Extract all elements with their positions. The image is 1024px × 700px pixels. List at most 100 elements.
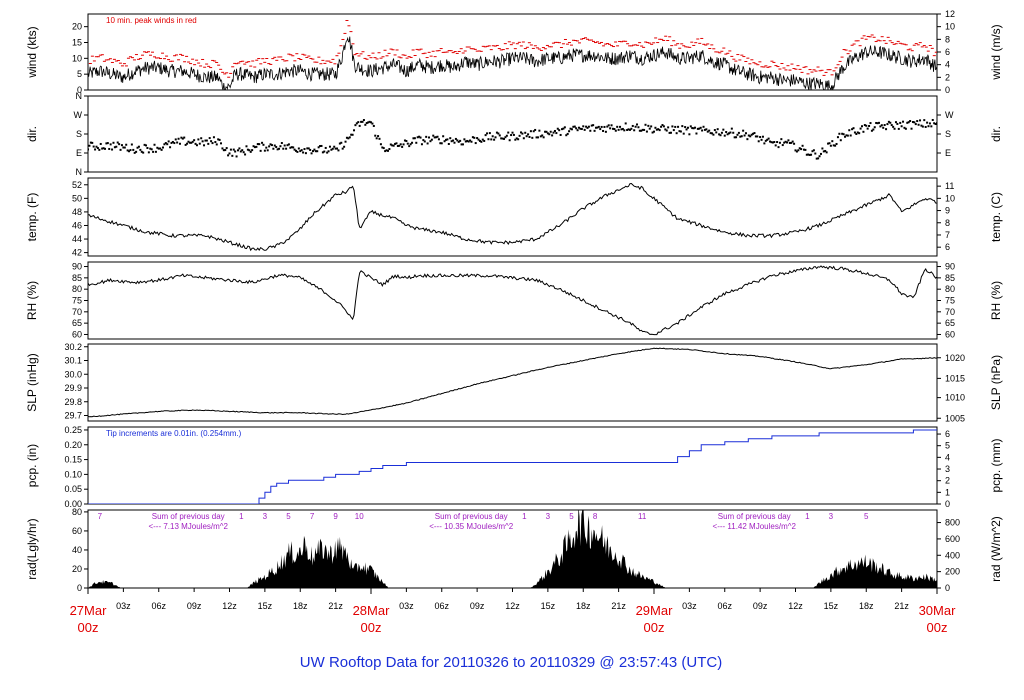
dir-point — [299, 150, 302, 153]
dir-point — [740, 135, 743, 138]
x-tick-label: 18z — [293, 601, 308, 611]
dir-point — [876, 122, 879, 125]
dir-point — [345, 136, 348, 139]
dir-point — [705, 128, 708, 131]
y-right-tick-label: 10 — [945, 22, 955, 32]
dir-point — [770, 141, 773, 144]
dir-point — [319, 145, 322, 148]
dir-point — [791, 140, 794, 143]
dir-point — [374, 134, 377, 137]
panel-frame — [87, 177, 938, 257]
dir-point — [96, 147, 99, 150]
dir-point — [447, 142, 450, 145]
dir-point — [246, 148, 249, 151]
dir-point — [295, 149, 298, 152]
dir-point — [838, 132, 841, 135]
dir-point — [747, 134, 750, 137]
dir-point — [662, 125, 665, 128]
y-right-tick-label: 4 — [945, 60, 950, 70]
dir-point — [798, 147, 801, 150]
dir-point — [769, 140, 772, 143]
dir-point — [832, 144, 835, 147]
series-anchor-rh — [88, 267, 937, 335]
y-right-tick-label: 9 — [945, 206, 950, 216]
dir-point — [415, 141, 418, 144]
dir-point — [636, 123, 639, 126]
dir-point — [511, 131, 514, 134]
dir-point — [177, 137, 180, 140]
dir-point — [534, 128, 537, 131]
dir-point — [95, 145, 98, 148]
dir-point — [452, 139, 455, 142]
dir-point — [500, 137, 503, 140]
dir-point — [228, 152, 231, 155]
dir-point — [313, 148, 316, 151]
y-right-tick-label: 85 — [945, 273, 955, 283]
y-right-tick-label: W — [945, 110, 954, 120]
series-line-rh — [88, 265, 937, 336]
dir-point — [150, 148, 153, 151]
dir-point — [244, 153, 247, 156]
series-anchor-slp — [88, 348, 937, 417]
y-right-tick-label: 6 — [945, 47, 950, 57]
dir-point — [163, 143, 166, 146]
x-date-label: 00z — [361, 620, 382, 635]
dir-point — [343, 145, 346, 148]
x-tick-label: 18z — [576, 601, 591, 611]
dir-point — [706, 130, 709, 133]
dir-point — [538, 129, 541, 132]
dir-point — [212, 136, 215, 139]
y-tick-label: 15 — [72, 38, 82, 48]
dir-point — [125, 143, 128, 146]
dir-point — [229, 148, 232, 151]
dir-point — [756, 135, 759, 138]
dir-point — [142, 151, 145, 154]
dir-point — [157, 147, 160, 150]
dir-point — [222, 149, 225, 152]
dir-point — [323, 150, 326, 153]
y-axis-label-right: temp. (C) — [989, 192, 1003, 242]
dir-point — [154, 150, 157, 153]
dir-point — [360, 120, 363, 123]
dir-point — [391, 144, 394, 147]
dir-point — [566, 132, 569, 135]
dir-point — [902, 120, 905, 123]
dir-point — [896, 122, 899, 125]
y-tick-label: 48 — [72, 207, 82, 217]
dir-point — [583, 128, 586, 131]
dir-point — [725, 131, 728, 134]
x-tick-label: 12z — [505, 601, 520, 611]
dir-point — [923, 119, 926, 122]
dir-point — [377, 135, 380, 138]
dir-point — [936, 122, 937, 125]
y-tick-label: 46 — [72, 220, 82, 230]
dir-point — [528, 135, 531, 138]
dir-point — [675, 132, 678, 135]
x-tick-label: 09z — [753, 601, 768, 611]
dir-point — [572, 125, 575, 128]
panel-slp: 29.7 29.8 29.9 30.0 30.1 30.2 1005 1010 1015 1020… — [25, 342, 1003, 424]
dir-point — [491, 135, 494, 138]
y-tick-label: 0.05 — [64, 484, 82, 494]
dir-point — [695, 132, 698, 135]
dir-point — [597, 125, 600, 128]
dir-point — [788, 141, 791, 144]
dir-point — [256, 143, 259, 146]
dir-point — [102, 147, 105, 150]
dir-point — [633, 129, 636, 132]
dir-point — [88, 148, 89, 151]
dir-point — [919, 119, 922, 122]
dir-point — [98, 148, 101, 151]
dir-point — [713, 129, 716, 132]
y-right-tick-label: 5 — [945, 441, 950, 451]
dir-point — [836, 136, 839, 139]
dir-point — [525, 135, 528, 138]
dir-point — [388, 148, 391, 151]
dir-point — [872, 128, 875, 131]
panel-pcp: 0.00 0.05 0.10 0.15 0.20 0.25 0 12 3 45 6 pcp. (in)… — [25, 425, 1003, 509]
dir-point — [241, 149, 244, 152]
y-tick-label: 0 — [77, 85, 82, 95]
dir-point — [807, 153, 810, 156]
hour-mark: 9 — [333, 512, 338, 521]
dir-point — [338, 142, 341, 145]
